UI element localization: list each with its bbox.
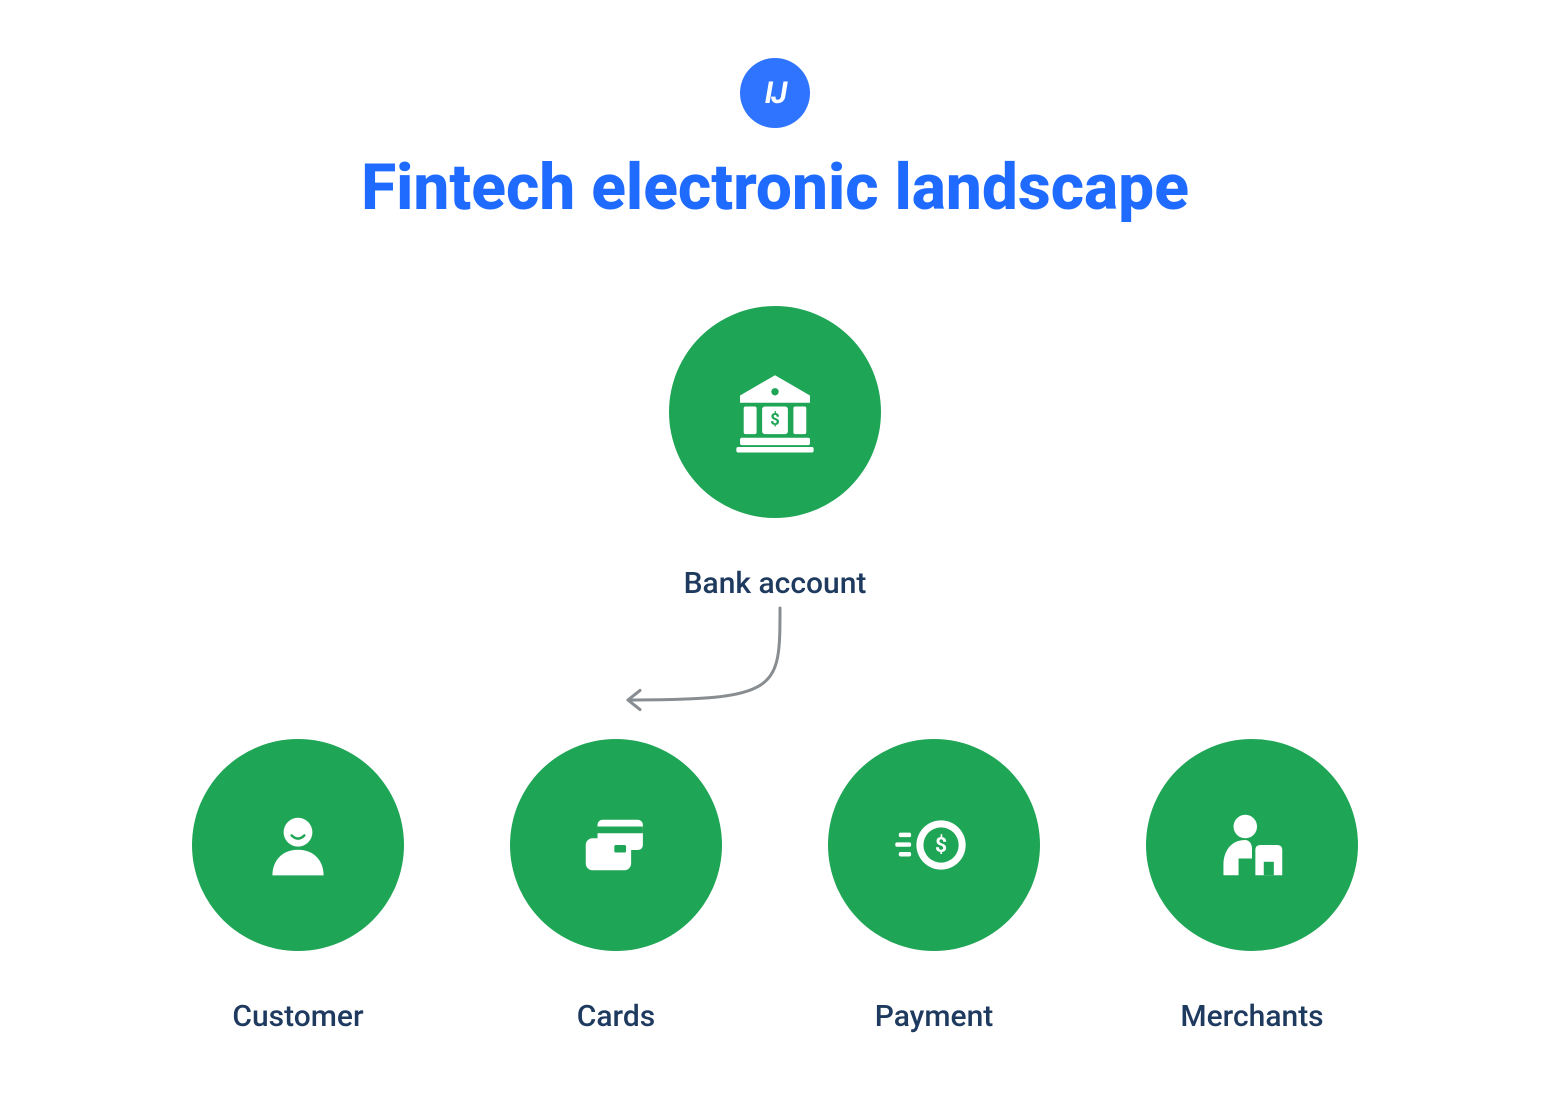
- cards-icon: [574, 803, 658, 887]
- diagram-canvas: IJ Fintech electronic landscape $ Bank a…: [0, 0, 1550, 1107]
- customer-label: Customer: [232, 999, 363, 1034]
- cards-circle: [510, 739, 722, 951]
- payment-label: Payment: [875, 999, 994, 1034]
- customer-circle: [192, 739, 404, 951]
- merchants-circle: [1146, 739, 1358, 951]
- node-payment: $ Payment: [828, 739, 1040, 1034]
- merchants-label: Merchants: [1180, 999, 1323, 1034]
- bank-icon: $: [729, 366, 821, 458]
- logo-glyph: IJ: [765, 76, 786, 111]
- svg-text:$: $: [935, 833, 947, 858]
- payment-circle: $: [828, 739, 1040, 951]
- bank-circle: $: [669, 306, 881, 518]
- cards-label: Cards: [577, 999, 655, 1034]
- flow-arrow: [608, 588, 800, 720]
- node-customer: Customer: [192, 739, 404, 1034]
- svg-text:$: $: [770, 411, 780, 430]
- logo-badge: IJ: [740, 58, 810, 128]
- node-cards: Cards: [510, 739, 722, 1034]
- person-icon: [258, 805, 338, 885]
- node-bank-account: $ Bank account: [669, 306, 881, 601]
- page-title: Fintech electronic landscape: [361, 150, 1189, 225]
- payment-icon: $: [890, 801, 978, 889]
- node-merchants: Merchants: [1146, 739, 1358, 1034]
- merchant-icon: [1210, 803, 1294, 887]
